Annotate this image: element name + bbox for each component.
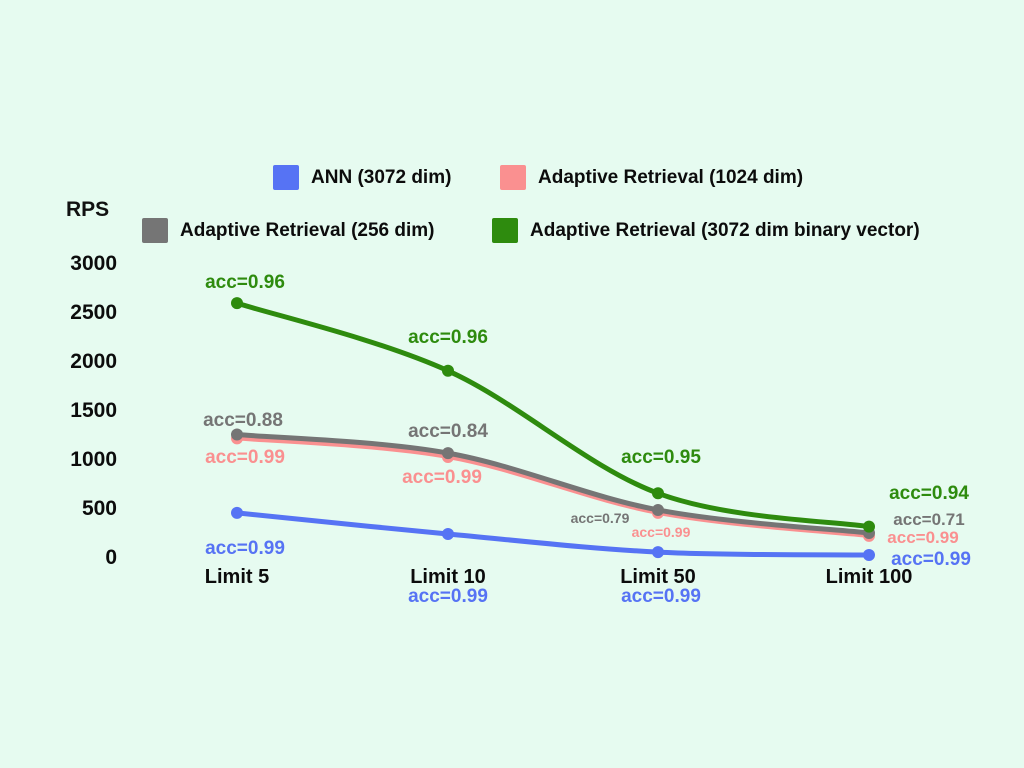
legend-label: Adaptive Retrieval (3072 dim binary vect… [530, 220, 920, 241]
legend-item: Adaptive Retrieval (3072 dim binary vect… [492, 218, 920, 243]
accuracy-label: acc=0.95 [621, 446, 701, 468]
data-point [442, 447, 454, 460]
series-line [234, 510, 872, 558]
accuracy-label: acc=0.99 [402, 466, 482, 488]
legend-swatch-icon [273, 165, 299, 190]
y-tick-label: 1000 [70, 448, 117, 471]
legend-item: Adaptive Retrieval (1024 dim) [500, 165, 803, 190]
data-point [231, 428, 243, 441]
data-point [231, 506, 243, 519]
x-tick-label: Limit 5 [204, 566, 270, 588]
data-point [652, 546, 664, 559]
x-tick-label: Limit 100 [825, 566, 913, 588]
data-point [652, 503, 664, 516]
data-point [231, 297, 243, 310]
accuracy-label: acc=0.94 [889, 482, 969, 504]
accuracy-label: acc=0.99 [887, 527, 959, 547]
accuracy-label: acc=0.88 [203, 409, 283, 431]
accuracy-label: acc=0.99 [621, 585, 701, 607]
accuracy-label: acc=0.99 [408, 585, 488, 607]
legend-swatch-icon [142, 218, 168, 243]
legend-item: ANN (3072 dim) [273, 165, 451, 190]
data-point [863, 549, 875, 562]
data-point [863, 520, 875, 533]
accuracy-label: acc=0.79 [570, 510, 630, 527]
y-tick-label: 2500 [70, 301, 117, 324]
x-tick-label: Limit 10 [410, 566, 486, 588]
y-tick-label: 500 [81, 497, 117, 520]
data-point [442, 364, 454, 377]
accuracy-label: acc=0.99 [205, 537, 285, 559]
series-line [234, 432, 872, 536]
legend-label: Adaptive Retrieval (1024 dim) [538, 167, 804, 188]
accuracy-label: acc=0.99 [631, 524, 691, 541]
y-tick-label: 3000 [70, 252, 117, 275]
y-axis-title: RPS [66, 198, 110, 221]
legend-item: Adaptive Retrieval (256 dim) [142, 218, 434, 243]
legend-swatch-icon [492, 218, 518, 243]
accuracy-label: acc=0.99 [891, 548, 971, 570]
x-tick-label: Limit 50 [620, 566, 696, 588]
data-point [652, 487, 664, 500]
legend-label: ANN (3072 dim) [311, 167, 452, 188]
y-tick-label: 1500 [70, 399, 117, 422]
series-line [234, 300, 872, 530]
accuracy-label: acc=0.96 [408, 326, 488, 348]
accuracy-label: acc=0.84 [408, 420, 488, 442]
series-line [235, 436, 871, 538]
accuracy-label: acc=0.96 [205, 271, 285, 293]
accuracy-label: acc=0.99 [205, 446, 285, 468]
legend-label: Adaptive Retrieval (256 dim) [180, 220, 435, 241]
accuracy-label: acc=0.71 [893, 509, 965, 529]
legend-swatch-icon [500, 165, 526, 190]
data-point [442, 527, 454, 540]
y-tick-label: 2000 [70, 350, 117, 373]
y-tick-label: 0 [105, 546, 117, 569]
